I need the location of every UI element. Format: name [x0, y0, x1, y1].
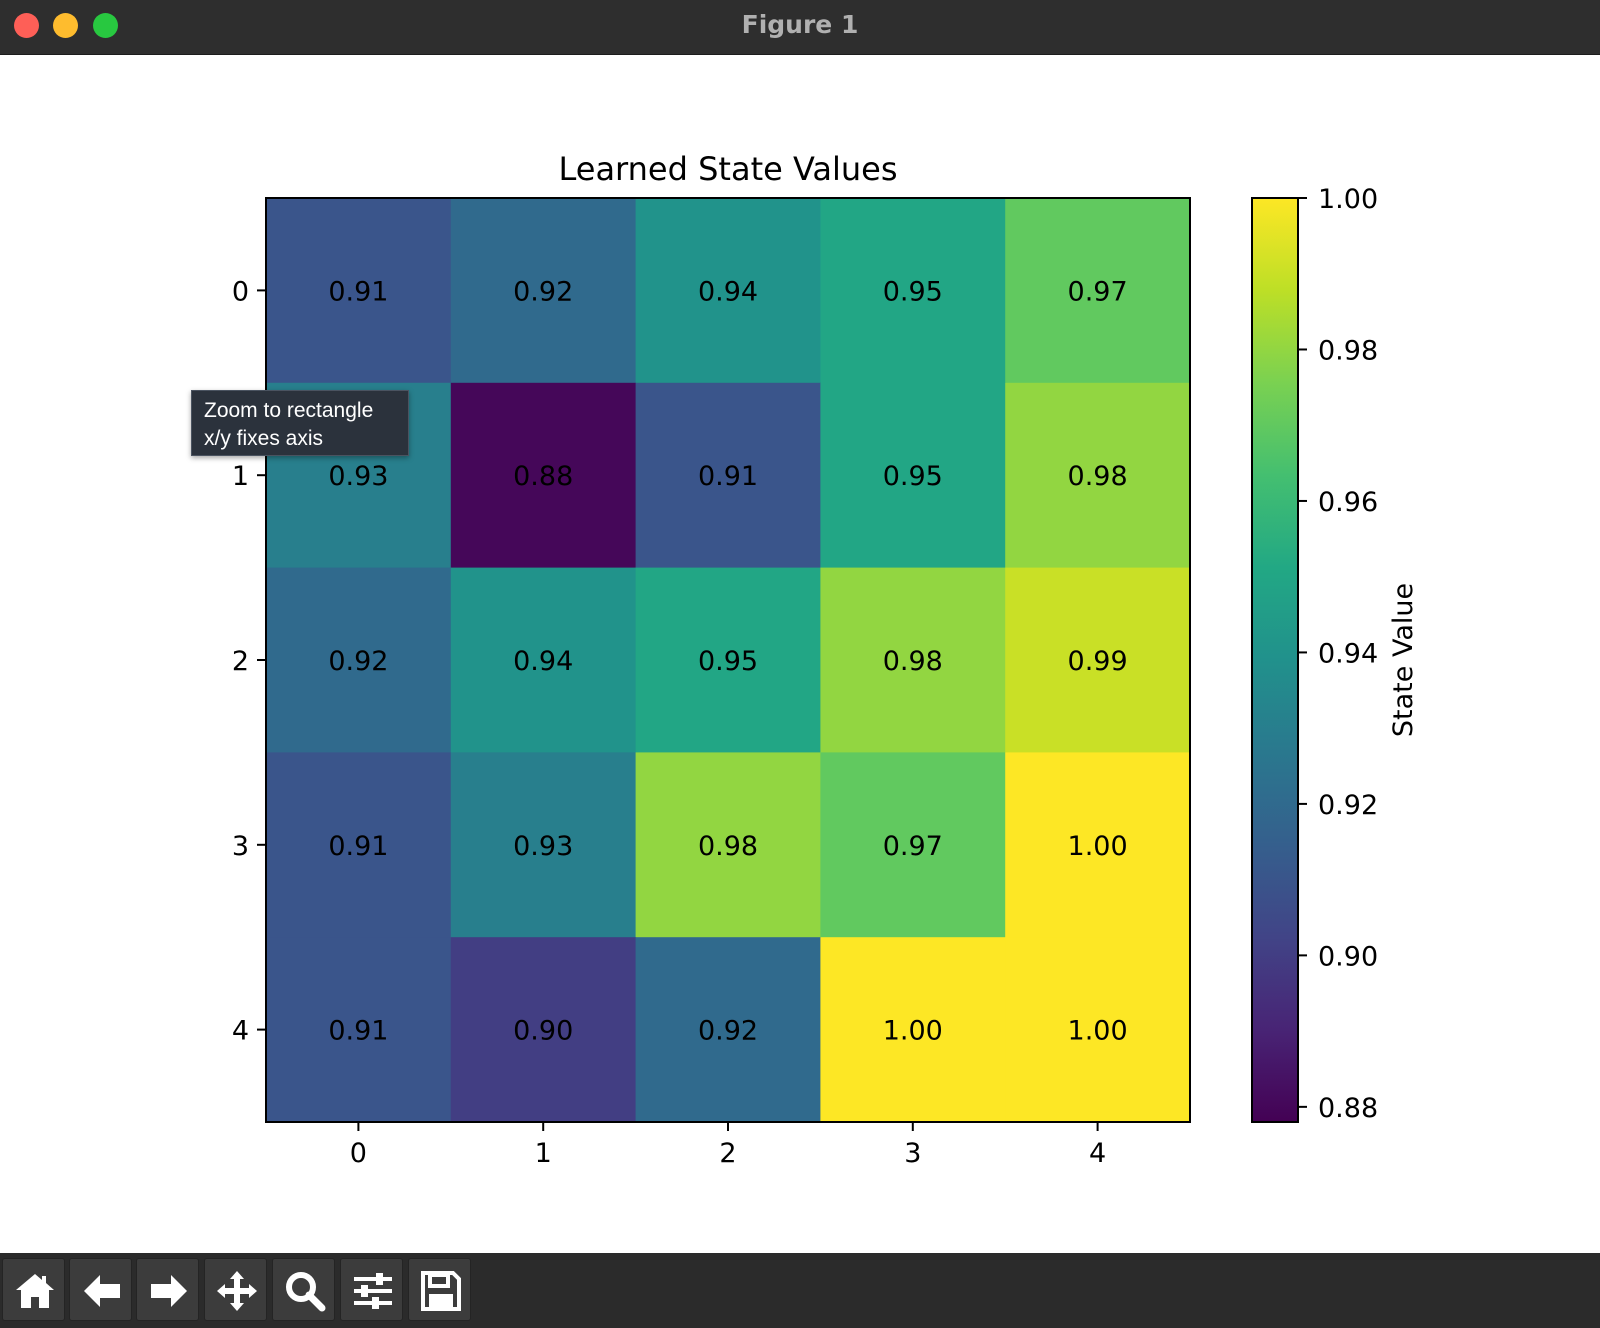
cell-value-label: 0.98 — [883, 646, 943, 677]
colorbar-tick-label: 0.92 — [1318, 790, 1378, 821]
tooltip-line-2: x/y fixes axis — [204, 427, 324, 450]
navigation-toolbar — [0, 1253, 1600, 1328]
maximize-window-button[interactable] — [93, 13, 118, 38]
y-tick-label: 1 — [232, 461, 249, 492]
heatmap-cell — [635, 198, 821, 384]
colorbar-tick-label: 0.94 — [1318, 638, 1378, 669]
colorbar-tick-label: 0.96 — [1318, 487, 1378, 518]
cell-value-label: 0.93 — [328, 461, 388, 492]
sliders-icon — [354, 1273, 392, 1309]
title-bar: Figure 1 — [0, 0, 1600, 55]
heatmap-cell — [266, 752, 452, 938]
arrow-left-icon — [84, 1275, 120, 1307]
cell-value-label: 0.97 — [1068, 276, 1128, 307]
heatmap-plot: Learned State Values 0.91 0.92 0.94 0.95 0.9… — [232, 150, 1419, 1169]
cell-value-label: 0.99 — [1068, 646, 1128, 677]
heatmap-cell — [450, 937, 637, 1123]
x-tick-label: 4 — [1089, 1138, 1106, 1169]
y-tick-label: 2 — [232, 646, 249, 677]
cell-value-label: 0.90 — [513, 1016, 573, 1047]
cell-value-label: 0.88 — [513, 461, 573, 492]
heatmap-cell — [1005, 198, 1191, 384]
cell-value-label: 1.00 — [1068, 831, 1128, 862]
zoom-button[interactable] — [272, 1258, 335, 1321]
heatmap-cell — [635, 382, 821, 569]
home-button[interactable] — [2, 1258, 65, 1321]
y-tick-label: 0 — [232, 276, 249, 307]
floppy-disk-icon — [421, 1271, 461, 1311]
heatmap-cell — [266, 198, 452, 384]
heatmap-cell — [1005, 382, 1191, 569]
colorbar-tick-label: 0.98 — [1318, 335, 1378, 366]
cell-value-label: 1.00 — [1068, 1016, 1128, 1047]
colorbar-tick-label: 1.00 — [1318, 184, 1378, 215]
heatmap-cell — [450, 382, 637, 569]
cell-value-label: 0.97 — [883, 831, 943, 862]
y-tick-label: 4 — [232, 1016, 249, 1047]
chart-title: Learned State Values — [558, 150, 897, 188]
magnifier-icon — [286, 1272, 326, 1312]
heatmap-cell — [635, 567, 821, 753]
cell-value-label: 0.92 — [513, 276, 573, 307]
x-tick-label: 1 — [535, 1138, 552, 1169]
cell-value-label: 0.95 — [883, 461, 943, 492]
tooltip-line-1: Zoom to rectangle — [204, 399, 374, 422]
pan-button[interactable] — [204, 1258, 267, 1321]
colorbar — [1251, 197, 1299, 1123]
heatmap-cell — [635, 937, 821, 1123]
save-button[interactable] — [408, 1258, 471, 1321]
window-title: Figure 1 — [741, 10, 859, 39]
heatmap-cell — [820, 567, 1006, 753]
colorbar-label: State Value — [1388, 583, 1419, 737]
heatmap-cell — [266, 937, 452, 1123]
cell-value-label: 0.98 — [698, 831, 758, 862]
cell-value-label: 0.91 — [328, 831, 388, 862]
y-tick-label: 3 — [232, 831, 249, 862]
cell-value-label: 0.93 — [513, 831, 573, 862]
cell-value-label: 0.91 — [698, 461, 758, 492]
cell-value-label: 0.92 — [328, 646, 388, 677]
cell-value-label: 0.95 — [698, 646, 758, 677]
toolbar-tooltip: Zoom to rectangle x/y fixes axis — [191, 390, 409, 456]
colorbar-tick-label: 0.88 — [1318, 1093, 1378, 1124]
heatmap-cell — [450, 567, 637, 753]
back-button[interactable] — [69, 1258, 132, 1321]
cell-value-label: 0.94 — [698, 276, 758, 307]
cell-value-label: 0.91 — [328, 1016, 388, 1047]
cell-value-label: 0.95 — [883, 276, 943, 307]
heatmap-cell — [1005, 752, 1191, 938]
x-tick-label: 0 — [350, 1138, 367, 1169]
home-icon — [16, 1274, 54, 1308]
cell-value-label: 0.91 — [328, 276, 388, 307]
forward-button[interactable] — [136, 1258, 199, 1321]
heatmap-cell — [450, 752, 637, 938]
cell-value-label: 0.92 — [698, 1016, 758, 1047]
x-tick-label: 3 — [904, 1138, 921, 1169]
heatmap-cell — [820, 937, 1006, 1123]
minimize-window-button[interactable] — [53, 13, 78, 38]
x-tick-label: 2 — [719, 1138, 736, 1169]
heatmap-cell — [1005, 937, 1191, 1123]
cell-value-label: 1.00 — [883, 1016, 943, 1047]
heatmap-cell — [820, 198, 1006, 384]
heatmap-cell — [635, 752, 821, 938]
heatmap-cell — [450, 198, 637, 384]
colorbar-tick-label: 0.90 — [1318, 941, 1378, 972]
configure-subplots-button[interactable] — [340, 1258, 403, 1321]
cell-value-label: 0.94 — [513, 646, 573, 677]
heatmap-cell — [820, 382, 1006, 569]
arrow-right-icon — [151, 1275, 187, 1307]
heatmap-cell — [1005, 567, 1191, 753]
figure-canvas[interactable]: Learned State Values 0.91 0.92 0.94 0.95 0.9… — [0, 55, 1600, 1253]
move-icon — [217, 1271, 257, 1311]
close-window-button[interactable] — [14, 13, 39, 38]
cell-value-label: 0.98 — [1068, 461, 1128, 492]
heatmap-cell — [820, 752, 1006, 938]
heatmap-cell — [266, 567, 452, 753]
